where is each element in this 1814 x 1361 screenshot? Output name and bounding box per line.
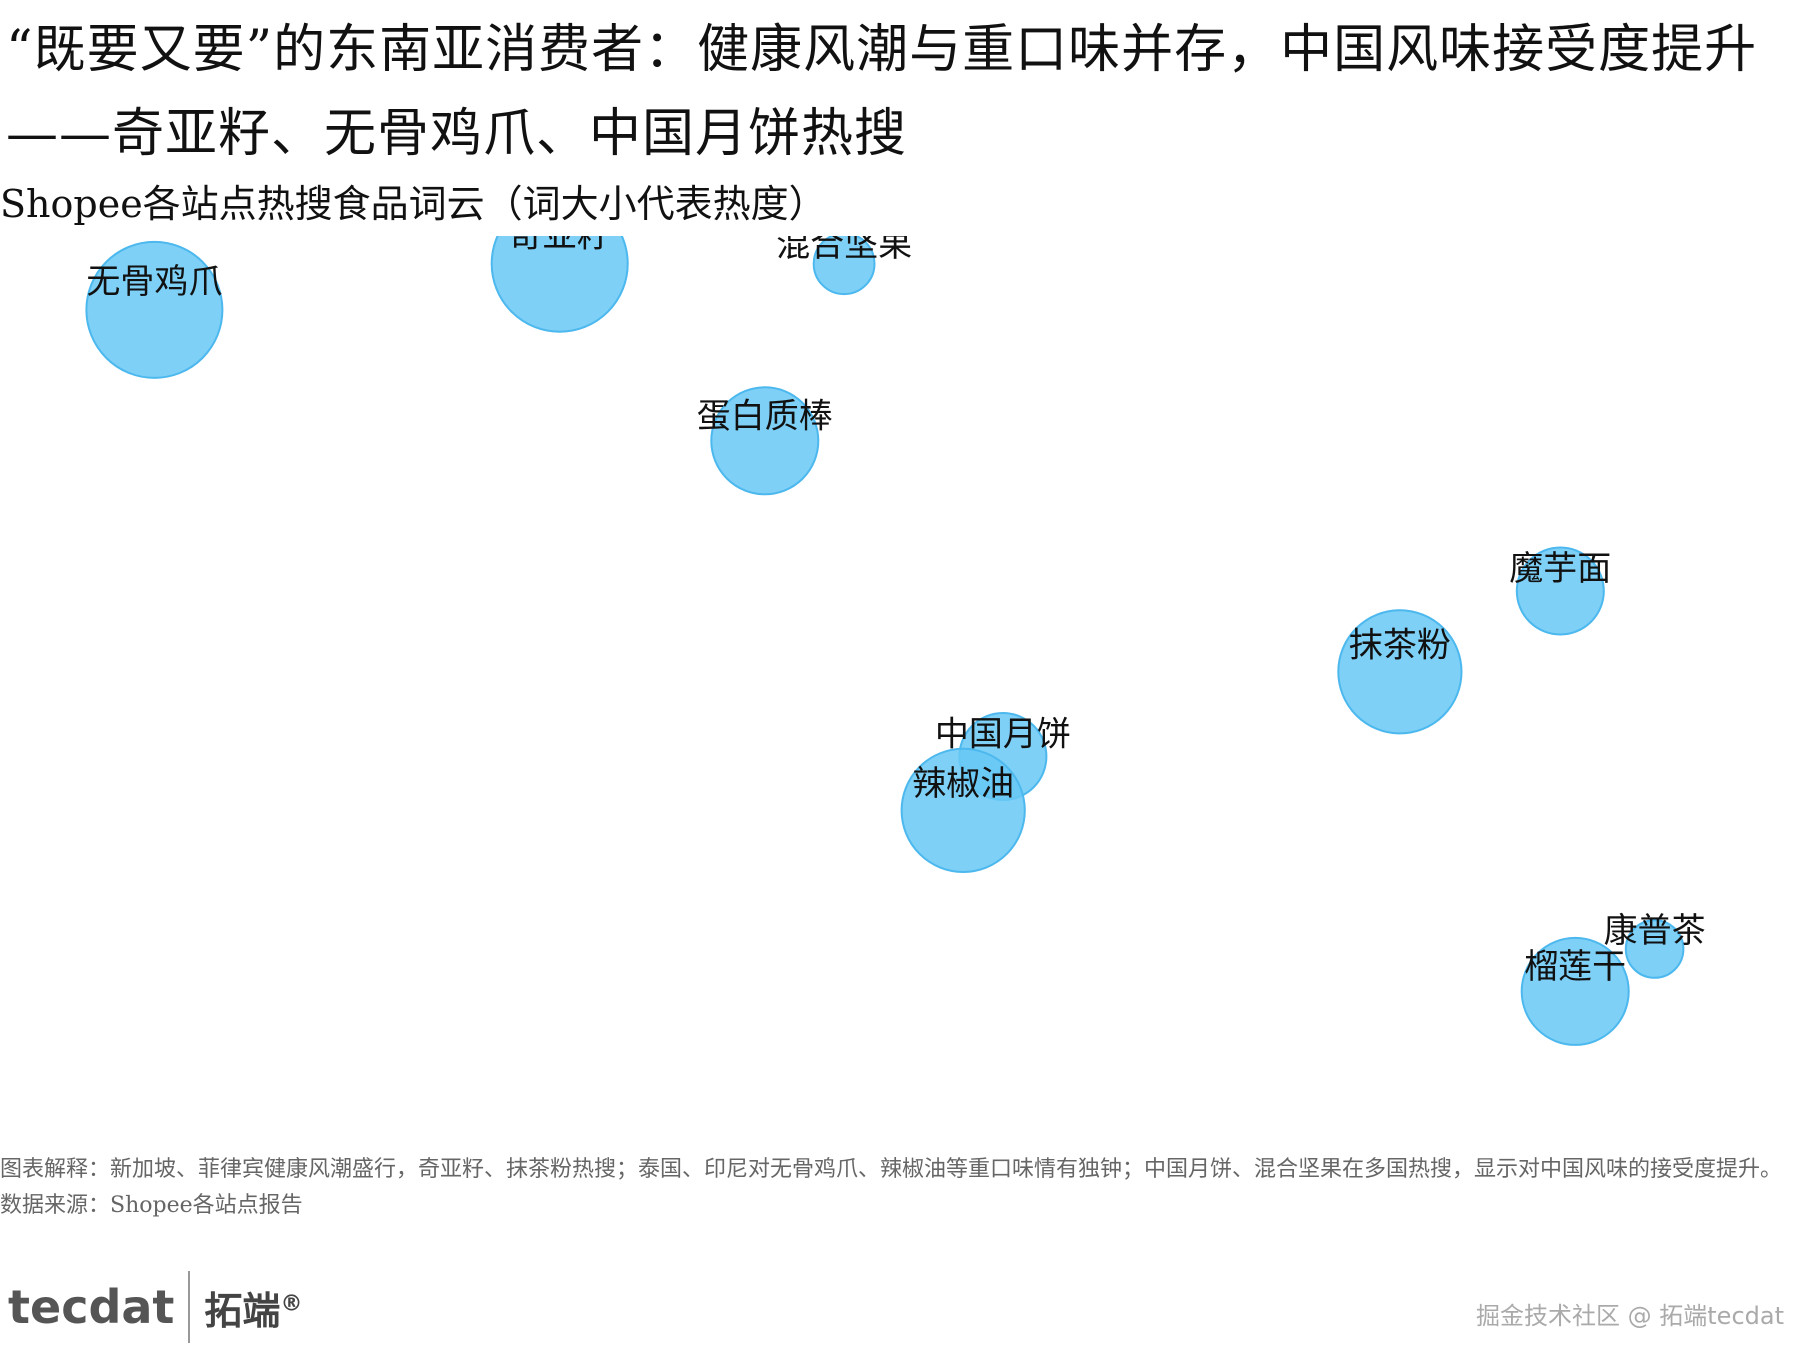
bubble-label-7: 辣椒油 (912, 764, 1014, 804)
logo-chinese-name: 拓端® (204, 1288, 303, 1333)
bubble-1 (490, 236, 629, 333)
data-source: 数据来源：Shopee各站点报告 (0, 1193, 303, 1218)
bubble-8 (1624, 919, 1685, 979)
logo-divider (188, 1271, 191, 1343)
bubble-9 (1520, 936, 1630, 1046)
logo-wordmark: tecdat (6, 1270, 174, 1352)
bubble-label-9: 榴莲干 (1524, 947, 1626, 987)
bubble-label-6: 中国月饼 (935, 715, 1071, 755)
bubble-label-5: 抹茶粉 (1349, 625, 1451, 665)
bubble-3 (710, 386, 820, 496)
bubble-label-3: 蛋白质棒 (697, 396, 833, 436)
bubble-label-0: 无骨鸡爪 (86, 262, 222, 302)
bubble-label-4: 魔芋面 (1509, 549, 1611, 589)
bubble-7 (900, 747, 1026, 874)
bubble-4 (1515, 546, 1605, 636)
chart-subtitle: Shopee各站点热搜食品词云（词大小代表热度） (0, 182, 827, 226)
bubble-2 (812, 236, 876, 296)
bubble-5 (1337, 609, 1463, 735)
chart-explanation: 图表解释：新加坡、菲律宾健康风潮盛行，奇亚籽、抹茶粉热搜；泰国、印尼对无骨鸡爪、… (0, 1157, 1783, 1182)
bubble-label-2: 混合坚果 (776, 236, 912, 265)
bubble-label-1: 奇亚籽 (509, 236, 611, 256)
page-title: “既要又要”的东南亚消费者：健康风潮与重口味并存，中国风味接受度提升——奇亚籽、… (6, 20, 1758, 164)
bubble-0 (85, 240, 224, 379)
bubble-label-8: 康普茶 (1604, 911, 1706, 951)
tecdat-logo: tecdat 拓端® (6, 1264, 303, 1352)
watermark: 掘金技术社区 @ 拓端tecdat (1476, 1302, 1784, 1330)
